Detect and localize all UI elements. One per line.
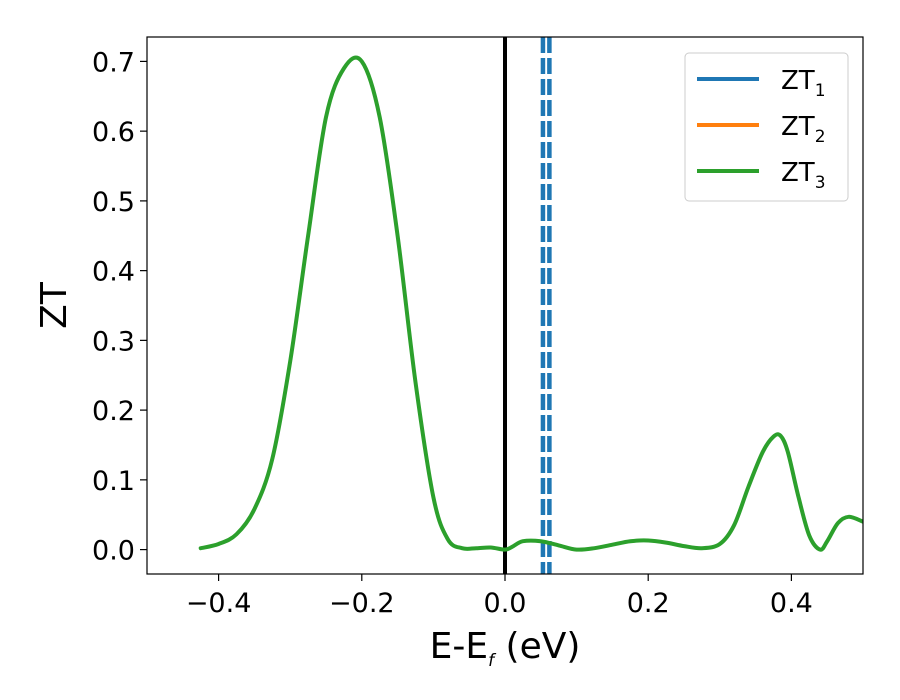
y-tick-label: 0.4: [92, 257, 135, 288]
x-axis-label-main: E-E: [430, 626, 488, 667]
plot-area: [198, 37, 863, 574]
legend-box: [684, 52, 849, 202]
legend-label-2: ZT2: [781, 112, 826, 147]
y-tick-label: 0.3: [92, 326, 135, 357]
x-tick-label: −0.4: [186, 588, 252, 619]
x-tick-label: −0.2: [329, 588, 395, 619]
y-tick-label: 0.2: [92, 396, 135, 427]
y-tick-label: 0.7: [92, 47, 135, 78]
y-tick-label: 0.5: [92, 187, 135, 218]
y-tick-label: 0.1: [92, 466, 135, 497]
x-tick-label: 0.0: [484, 588, 527, 619]
x-axis-label-unit: (eV): [494, 626, 580, 667]
x-axis-label-subscript: f: [488, 651, 497, 671]
x-axis-label: E-Ef (eV): [430, 626, 581, 671]
y-axis: 0.0 0.1 0.2 0.3 0.4 0.5 0.6 0.7: [92, 47, 147, 567]
x-tick-label: 0.4: [770, 588, 813, 619]
legend: ZT1 ZT2 ZT3: [684, 52, 849, 202]
y-tick-label: 0.6: [92, 117, 135, 148]
x-axis: −0.4 −0.2 0.0 0.2 0.4: [186, 574, 813, 619]
legend-label-1: ZT1: [781, 66, 826, 101]
y-axis-label: ZT: [34, 281, 75, 329]
series-line-3: [198, 55, 863, 552]
legend-label-3: ZT3: [781, 158, 826, 193]
x-tick-label: 0.2: [627, 588, 670, 619]
y-tick-label: 0.0: [92, 536, 135, 567]
